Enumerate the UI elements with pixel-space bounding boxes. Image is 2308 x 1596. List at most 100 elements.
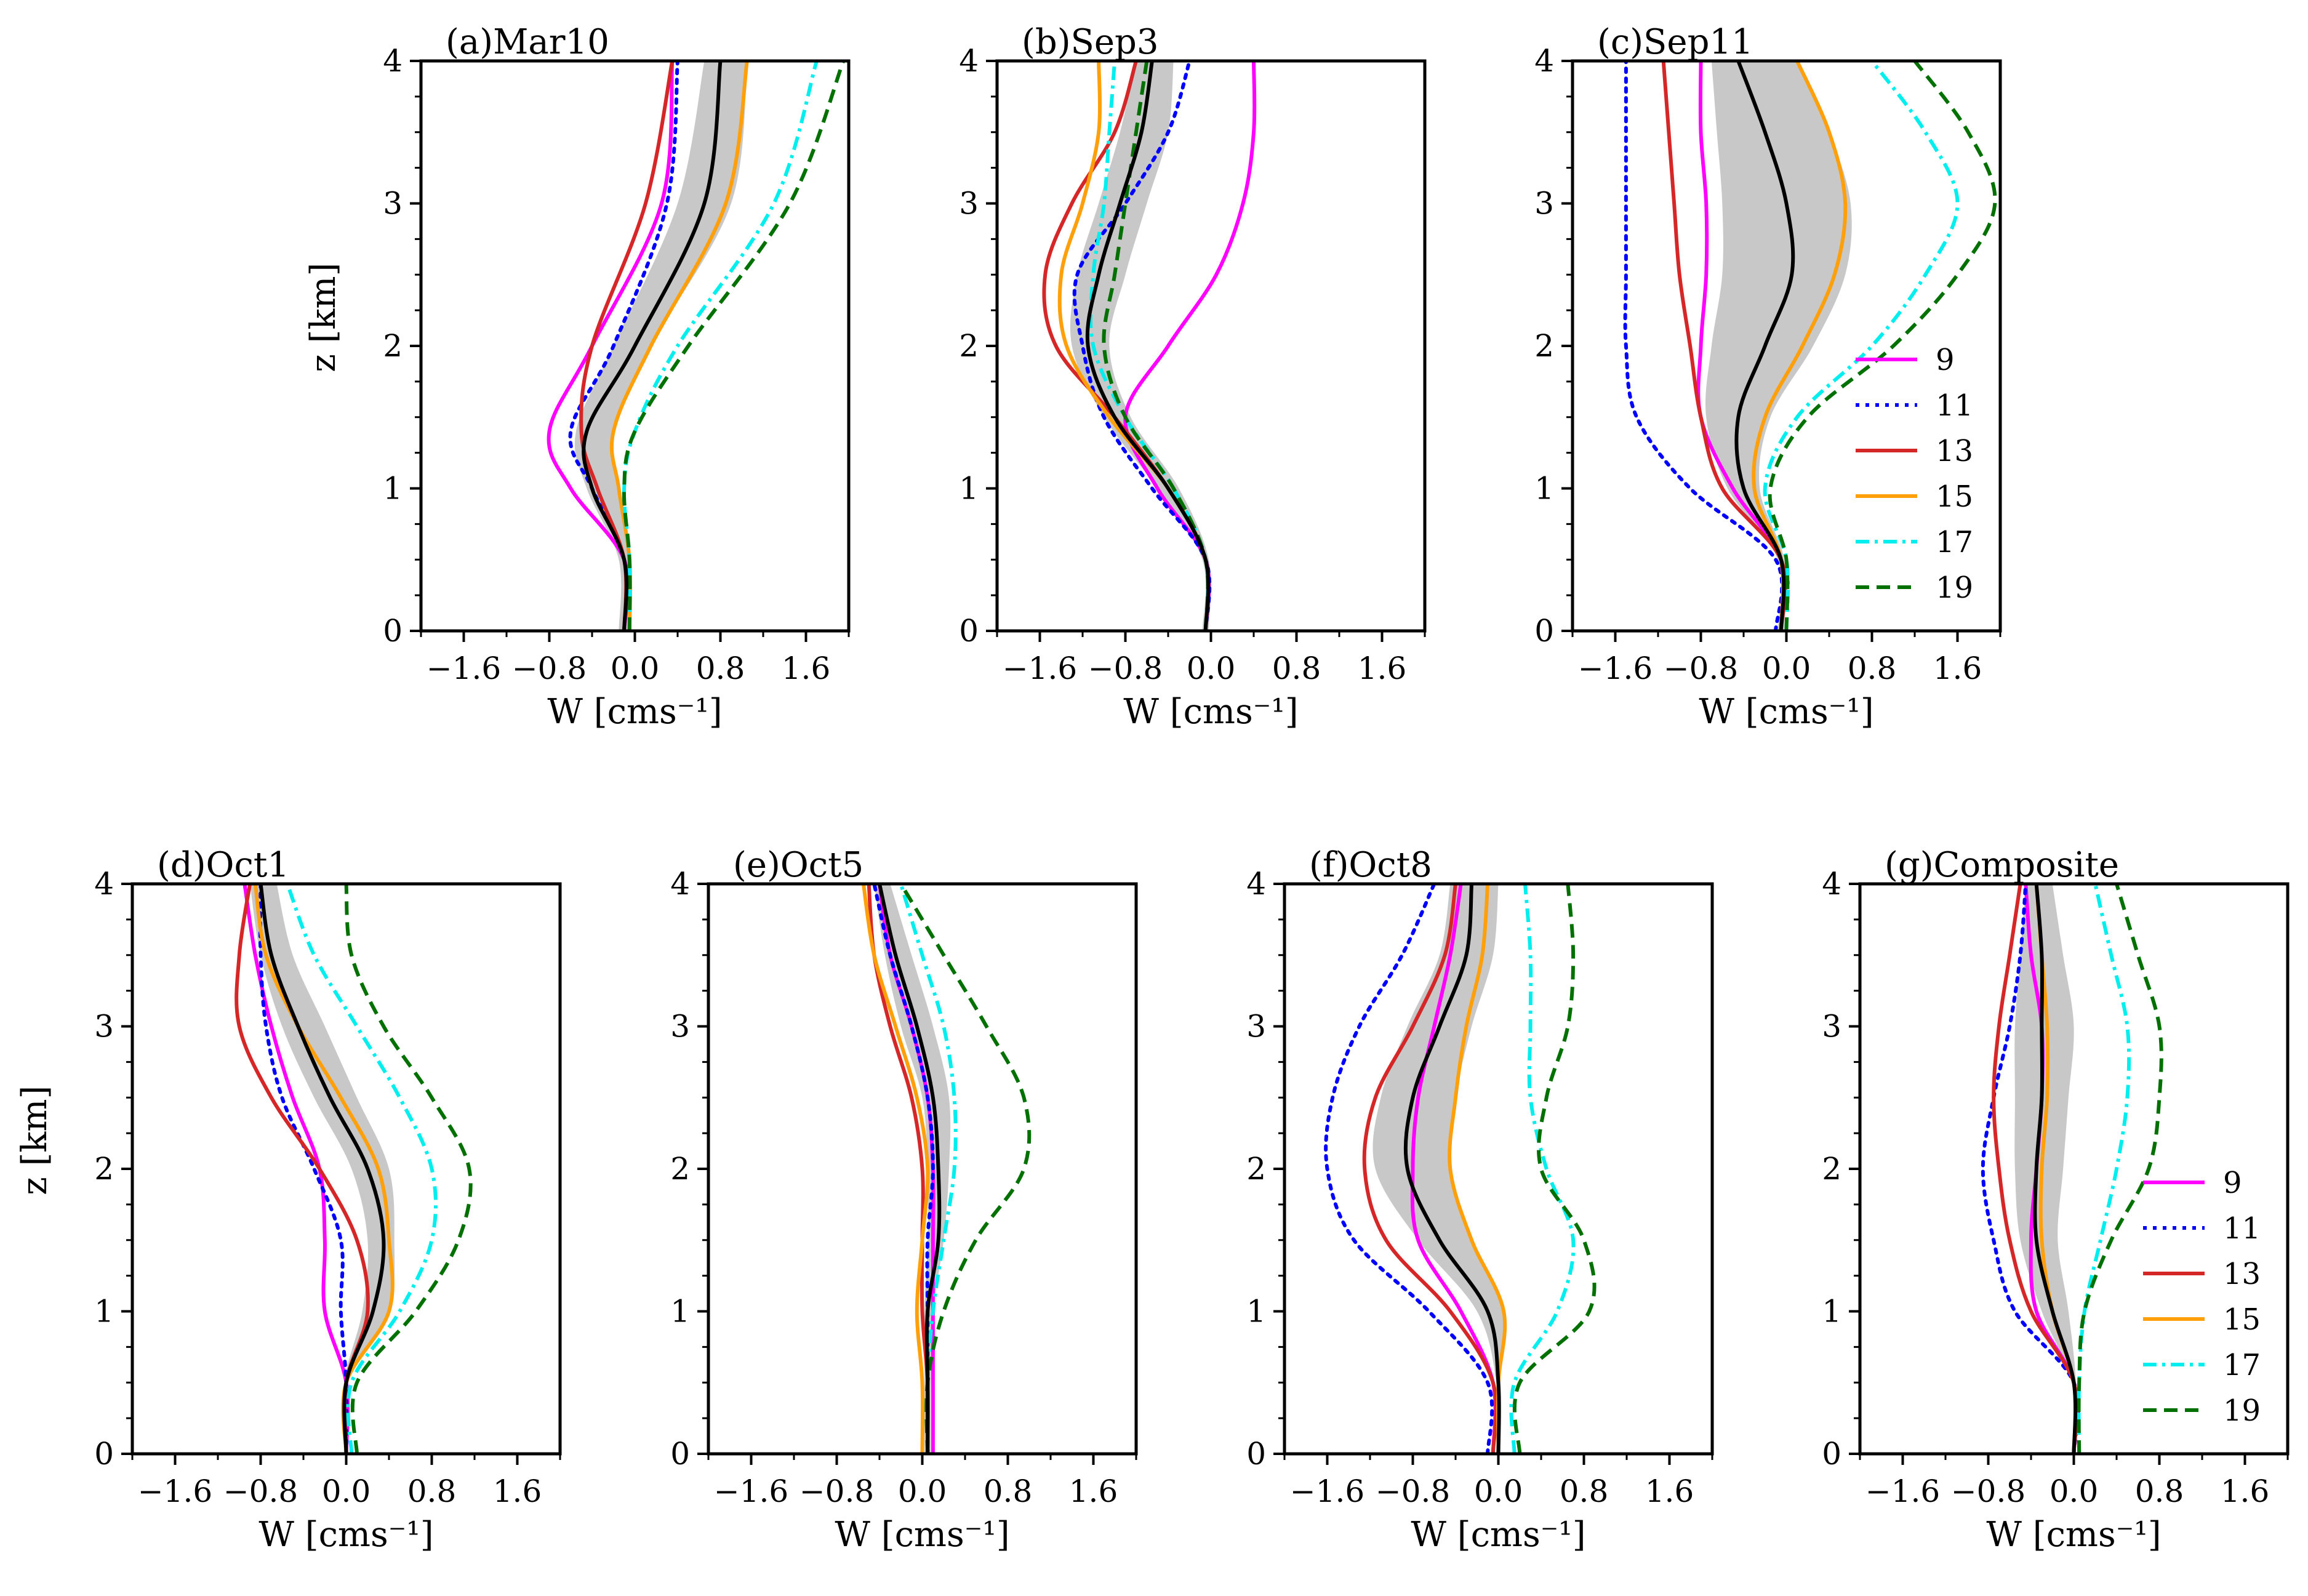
x-tick-label: 0.0: [1762, 651, 1811, 686]
x-axis-label: W [cms⁻¹]: [258, 1515, 433, 1555]
spread-band: [250, 884, 395, 1454]
legend-label-15: 15: [2223, 1302, 2261, 1337]
axes-frame: [995, 59, 1427, 633]
x-tick-label: 1.6: [2221, 1474, 2270, 1509]
series-17-line: [2077, 884, 2131, 1454]
series-15-line: [609, 61, 749, 631]
legend-label-17: 17: [1936, 525, 1973, 559]
x-tick-label: 0.8: [696, 651, 745, 686]
mean-line: [1085, 61, 1211, 631]
x-tick-label: 0.0: [611, 651, 660, 686]
x-axis-label: W [cms⁻¹]: [1411, 1515, 1585, 1555]
series-15-line: [861, 884, 930, 1454]
y-tick-label: 0: [1534, 613, 1554, 649]
panel-title: (c)Sep11: [1597, 22, 1753, 62]
y-tick-label: 1: [1534, 471, 1554, 507]
axes-frame: [130, 882, 562, 1456]
x-tick-label: −1.6: [1578, 651, 1653, 686]
y-tick-label: 3: [959, 186, 979, 222]
series-13-line: [1362, 884, 1498, 1454]
panel-4: −1.6 −0.8 0.0 0.8 1.6 0 1 2 3 4 (d)Oct1 W [cms⁻¹] z …: [15, 845, 562, 1555]
x-tick-label: 1.6: [1645, 1474, 1694, 1509]
legend-label-9: 9: [2223, 1166, 2242, 1200]
panel-2: −1.6 −0.8 0.0 0.8 1.6 0 1 2 3 4 (b)Sep3 W [cms⁻¹]: [959, 22, 1427, 732]
legend-label-13: 13: [1936, 434, 1973, 468]
x-tick-label: 0.8: [1272, 651, 1321, 686]
x-tick-label: −0.8: [223, 1474, 298, 1509]
x-tick-label: 1.6: [1933, 651, 1982, 686]
x-axis-label: W [cms⁻¹]: [835, 1515, 1009, 1555]
mean-line: [2033, 884, 2078, 1454]
panel-title: (a)Mar10: [446, 22, 609, 62]
series-19-line: [2077, 884, 2163, 1454]
series-11-line: [258, 884, 349, 1454]
panel-title: (f)Oct8: [1309, 845, 1432, 885]
legend-label-17: 17: [2223, 1348, 2261, 1382]
series-9-line: [547, 61, 675, 631]
y-tick-label: 1: [1822, 1294, 1841, 1329]
y-tick-label: 3: [1246, 1009, 1266, 1045]
series-19-line: [1512, 884, 1597, 1454]
y-tick-label: 0: [383, 613, 403, 649]
mean-line: [258, 884, 386, 1454]
y-tick-label: 2: [1534, 328, 1554, 364]
y-tick-label: 1: [383, 471, 403, 507]
y-tick-label: 1: [1246, 1294, 1266, 1329]
x-tick-label: −1.6: [714, 1474, 788, 1509]
mean-line: [582, 61, 723, 631]
x-tick-label: 0.0: [322, 1474, 371, 1509]
series-19-line: [622, 61, 846, 631]
series-15-line: [1752, 61, 1848, 631]
x-tick-label: 0.8: [984, 1474, 1033, 1509]
mean-line: [1734, 61, 1795, 631]
y-tick-label: 3: [670, 1009, 690, 1045]
x-tick-label: 0.8: [407, 1474, 457, 1509]
y-tick-label: 2: [94, 1151, 114, 1187]
y-tick-label: 2: [383, 328, 403, 364]
series-13-line: [1661, 61, 1787, 631]
panel-title: (e)Oct5: [733, 845, 863, 885]
legend-label-15: 15: [1936, 479, 1973, 514]
x-tick-label: 0.0: [898, 1474, 947, 1509]
legend-label-11: 11: [2223, 1211, 2261, 1246]
x-tick-label: −0.8: [1664, 651, 1738, 686]
y-tick-label: 3: [383, 186, 403, 222]
series-19-line: [1768, 61, 1997, 631]
panel-6: −1.6 −0.8 0.0 0.8 1.6 0 1 2 3 4 (f)Oct8 W [cms⁻¹]: [1246, 845, 1714, 1555]
series-17-line: [286, 884, 438, 1454]
y-tick-label: 0: [1822, 1436, 1841, 1472]
y-tick-label: 4: [1534, 43, 1554, 79]
series-9-line: [1410, 884, 1497, 1454]
series-13-line: [1992, 884, 2079, 1454]
x-tick-label: 1.6: [493, 1474, 542, 1509]
panel-title: (d)Oct1: [157, 845, 289, 885]
y-tick-label: 4: [670, 866, 690, 902]
y-tick-label: 1: [670, 1294, 690, 1329]
series-11-line: [1072, 61, 1212, 631]
mean-line: [1403, 884, 1501, 1454]
panel-1: −1.6 −0.8 0.0 0.8 1.6 0 1 2 3 4 (a)Mar10 W [cms⁻¹] z…: [303, 22, 851, 732]
mean-line: [878, 884, 942, 1454]
x-tick-label: −1.6: [1290, 1474, 1364, 1509]
legend-label-9: 9: [1936, 343, 1955, 377]
series-17-line: [1763, 61, 1960, 631]
y-tick-label: 1: [959, 471, 979, 507]
x-tick-label: 0.8: [1560, 1474, 1609, 1509]
panel-3: −1.6 −0.8 0.0 0.8 1.6 0 1 2 3 4 (c)Sep11 W [cms⁻¹] 9…: [1534, 22, 2002, 732]
legend-label-19: 19: [1936, 571, 1973, 605]
x-tick-label: −0.8: [1088, 651, 1163, 686]
x-tick-label: −0.8: [512, 651, 587, 686]
x-tick-label: −0.8: [1951, 1474, 2026, 1509]
x-tick-label: 1.6: [782, 651, 831, 686]
series-19-line: [344, 884, 473, 1454]
spread-band: [2014, 884, 2077, 1454]
series-11-line: [1623, 61, 1784, 631]
x-axis-label: W [cms⁻¹]: [1699, 692, 1873, 732]
x-tick-label: −1.6: [427, 651, 501, 686]
panel-5: −1.6 −0.8 0.0 0.8 1.6 0 1 2 3 4 (e)Oct5 W [cms⁻¹]: [670, 845, 1138, 1555]
x-tick-label: −1.6: [1865, 1474, 1940, 1509]
y-tick-label: 2: [959, 328, 979, 364]
legend-label-13: 13: [2223, 1257, 2261, 1291]
y-tick-label: 3: [1534, 186, 1554, 222]
